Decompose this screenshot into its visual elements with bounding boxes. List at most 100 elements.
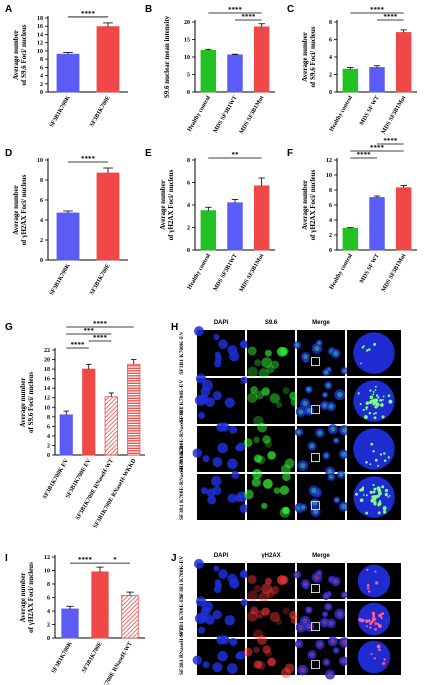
chart-e: 0 2 4 6 8 Average number of γH2AX Foci/ nucleu… (159, 151, 275, 293)
y-axis-label: Average number of γH2AX Foci/ nucleus (19, 562, 35, 633)
panel-j: J DAPI γH2AX Merge SF3B1 K700K-EV SF3B1 K700… (165, 545, 427, 685)
micrograph-image (243, 635, 295, 678)
y-tick-label: 14 (37, 32, 43, 38)
panel-d: D 0 2 4 6 8 10 Average number of γH2AX Foci/ nu… (0, 140, 140, 297)
bar (96, 172, 120, 261)
category-label: MDS SF3B1WT (213, 253, 239, 292)
micrograph-image (244, 469, 295, 520)
micrograph-image (247, 330, 295, 379)
y-tick-label: 0 (329, 248, 332, 254)
row-label: SF3B1 K700K-EV (179, 331, 185, 375)
y-axis-label: Average number of S9.6 Foci/ nucleus (12, 24, 28, 85)
panel-label: B (145, 4, 153, 15)
y-tick-label: 12 (44, 396, 50, 402)
bar (56, 212, 80, 261)
micrograph-image (294, 636, 350, 680)
category-label: SF3B1K700K (51, 641, 74, 675)
significance-label: **** (228, 6, 243, 14)
column-header: S9.6 (264, 320, 278, 326)
significance-label: **** (383, 137, 398, 145)
significance-label: **** (93, 320, 108, 328)
significance-label: **** (71, 341, 86, 349)
svg-text:Average number: Average number (12, 185, 20, 235)
significance-label: **** (81, 155, 96, 163)
y-tick-label: 8 (40, 57, 43, 63)
y-tick-label: 6 (47, 424, 50, 430)
y-tick-label: 18 (37, 16, 43, 22)
zoom-image (347, 378, 401, 424)
bar (200, 49, 217, 93)
micrograph-image (192, 422, 246, 472)
y-tick-label: 8 (40, 178, 43, 184)
y-tick-label: 22 (44, 348, 50, 354)
y-tick-label: 6 (47, 596, 50, 602)
micrograph-image (293, 330, 349, 377)
chart-a: 0 2 4 6 8 10 12 14 16 18 Average number of S9.6 Foc… (12, 10, 128, 129)
y-tick-label: 8 (329, 20, 332, 26)
y-axis-label: Average number of S9.6 Foci/ nucleus (301, 26, 317, 87)
bar (253, 26, 270, 93)
svg-text:Average number: Average number (159, 180, 167, 230)
y-tick-label: 16 (44, 377, 50, 383)
category-label: SF3B1K700E RNaseH-WKKD (93, 457, 138, 529)
column-header: Merge (312, 320, 330, 326)
bar (369, 67, 385, 93)
y-tick-label: 0 (329, 90, 332, 96)
y-tick-label: 12 (37, 41, 43, 47)
chart-b: 0 5 10 15 20 S9.6 nuclear mean intensity Healt… (163, 6, 275, 135)
chart-i: 0 2 4 6 8 10 12 Average number of γH2AX Foci/ nu… (19, 555, 145, 685)
column-header: γH2AX (261, 553, 281, 559)
svg-text:of γH2AX Foci/ nucleus: of γH2AX Foci/ nucleus (309, 169, 317, 240)
bar (82, 368, 96, 456)
y-tick-label: 12 (326, 158, 332, 164)
category-label: Healthy control (329, 253, 354, 291)
y-tick-label: 0 (187, 90, 190, 96)
y-axis-label: Average number of γH2AX Foci/ nucleus (12, 174, 28, 245)
micrograph-image (294, 470, 349, 520)
bar (200, 210, 217, 251)
svg-text:of γH2AX Foci/ nucleus: of γH2AX Foci/ nucleus (27, 562, 35, 633)
y-tick-label: 15 (184, 38, 190, 44)
micrograph-image (294, 424, 350, 477)
micrograph-image (193, 326, 249, 376)
category-label: SF3B1K700K (49, 95, 72, 129)
panel-e: E 0 2 4 6 8 Average number of γH2AX Foci/ nucl… (140, 140, 282, 293)
category-label: MDS SF3B1Mut (239, 95, 266, 135)
y-tick-label: 8 (47, 415, 50, 421)
zoom-image (347, 426, 401, 472)
category-label: MDS SF WT (359, 95, 381, 127)
bar (56, 53, 80, 93)
category-label: SF3B1K700E (89, 263, 112, 296)
bar (342, 68, 359, 93)
micrograph-image (192, 635, 246, 675)
y-tick-label: 2 (187, 226, 190, 232)
y-axis-label: Average number of γH2AX Foci/ nucleus (301, 169, 317, 240)
micrograph-image (295, 601, 346, 637)
significance-label: **** (383, 13, 398, 21)
y-tick-label: 2 (329, 233, 332, 239)
category-label: SF3B1K700E (81, 641, 104, 674)
y-tick-label: 4 (329, 55, 332, 61)
micrograph-image (194, 373, 248, 424)
category-label: SF3B1K700E (89, 95, 112, 128)
svg-text:of S9.6 Foci/ nucleus: of S9.6 Foci/ nucleus (20, 24, 28, 85)
row-label: SF3B1 RNaseH-WT (179, 627, 185, 675)
bar (127, 363, 141, 456)
y-tick-label: 18 (44, 367, 50, 373)
y-tick-label: 2 (47, 443, 50, 449)
panel-label: G (5, 322, 13, 333)
chart-g: 0 2 4 6 8 10 12 14 16 18 20 22 Average number of S9.6… (19, 320, 145, 530)
category-label: Healthy control (187, 95, 212, 133)
panel-label: C (287, 4, 295, 15)
svg-text:Average number: Average number (12, 30, 20, 80)
category-label: Healthy control (187, 253, 212, 291)
bar (104, 396, 118, 456)
y-axis-label: Average number of γH2AX Foci/ nucleus (159, 169, 175, 240)
significance-label: **** (81, 10, 96, 18)
micrograph-image (193, 558, 249, 599)
panel-c: C 0 2 4 6 8 Average number of S9.6 Foci/ nucle… (282, 0, 427, 135)
y-tick-label: 4 (329, 218, 332, 224)
column-header: DAPI (213, 553, 229, 559)
panel-b: B 0 5 10 15 20 S9.6 nuclear mean intensity Hea… (140, 0, 282, 135)
svg-text:Average number: Average number (19, 378, 27, 428)
